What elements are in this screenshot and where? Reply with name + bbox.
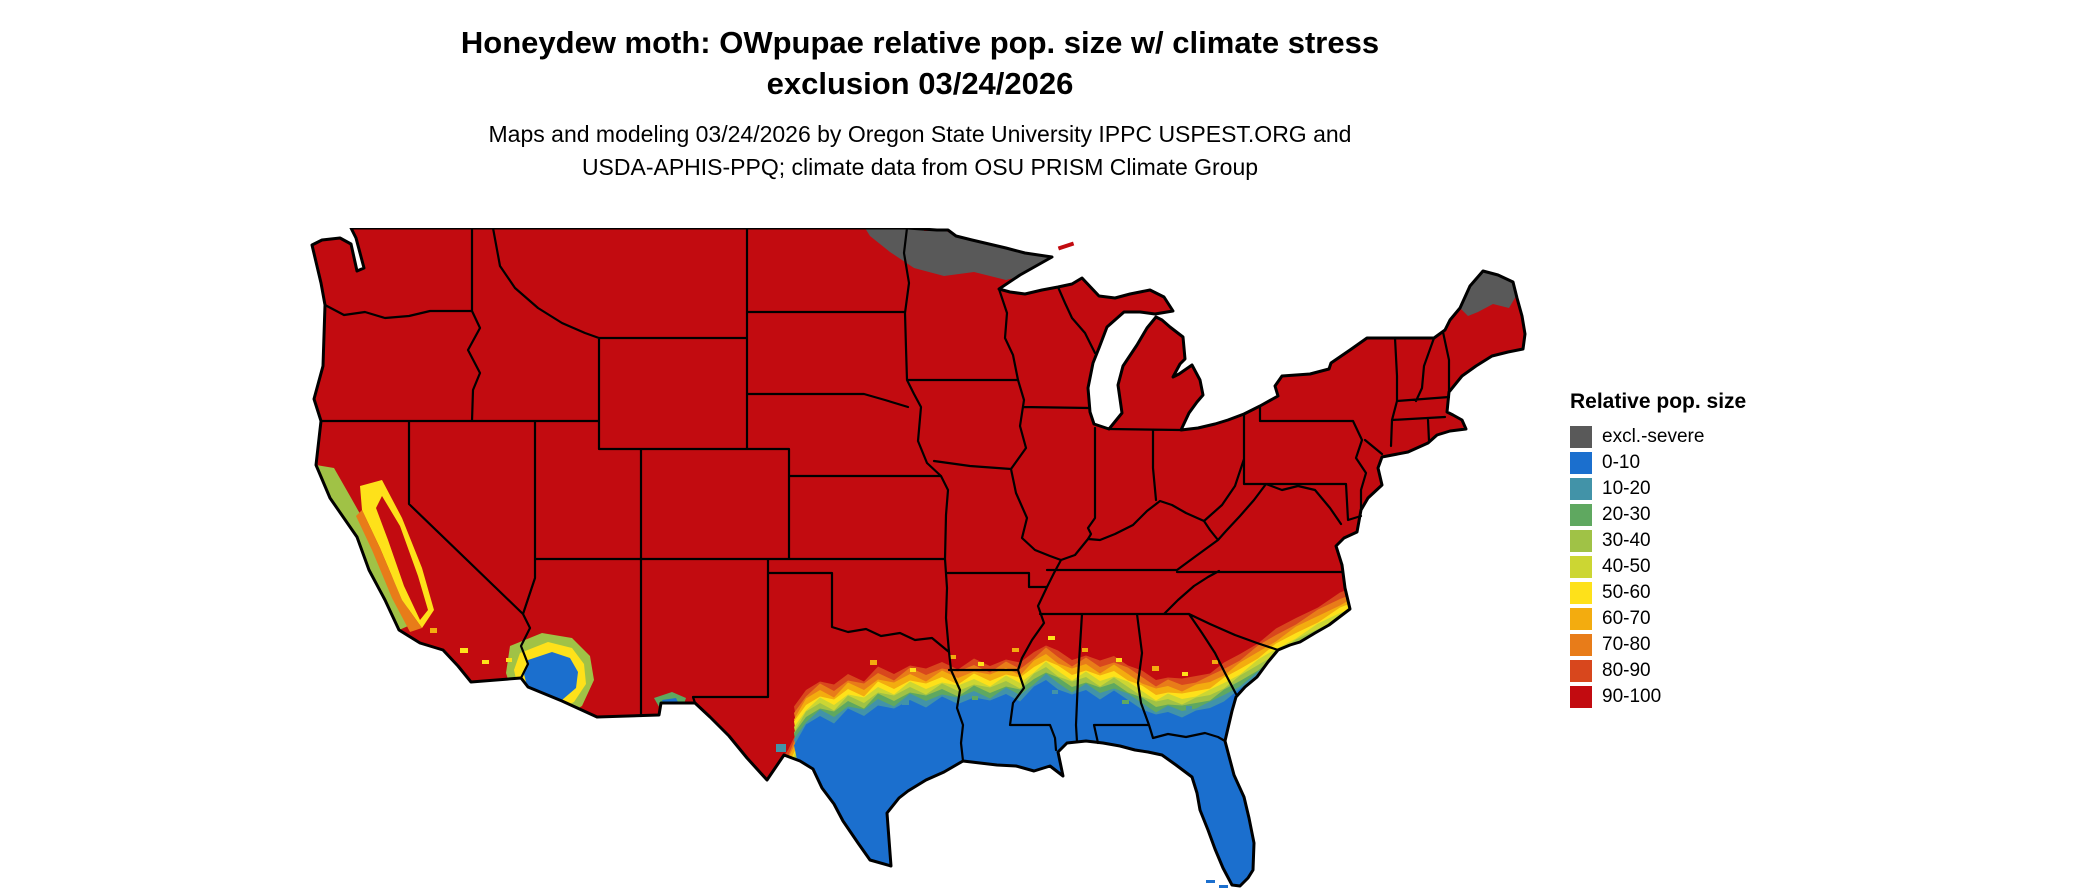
legend-swatch: [1570, 608, 1592, 630]
page-title-line2: exclusion 03/24/2026: [766, 66, 1074, 101]
legend: Relative pop. size excl.-severe 0-10 10-20…: [1570, 390, 1870, 712]
florida-keys: [1219, 885, 1228, 888]
us-map: [310, 226, 1527, 888]
offshore-islands: [1057, 241, 1228, 888]
page-subtitle-line1: Maps and modeling 03/24/2026 by Oregon S…: [488, 121, 1352, 147]
legend-item: 60-70: [1570, 608, 1870, 630]
legend-item: 30-40: [1570, 530, 1870, 552]
legend-label: 0-10: [1602, 452, 1641, 473]
legend-swatch: [1570, 530, 1592, 552]
legend-item: 80-90: [1570, 660, 1870, 682]
page-title: Honeydew moth: OWpupae relative pop. siz…: [0, 22, 1840, 104]
legend-title: Relative pop. size: [1570, 390, 1747, 413]
legend-swatch: [1570, 660, 1592, 682]
legend-label: 80-90: [1602, 660, 1651, 681]
legend-label: 90-100: [1602, 686, 1662, 707]
florida-keys: [1206, 880, 1215, 883]
legend-label: 70-80: [1602, 634, 1651, 655]
legend-swatch: [1570, 504, 1592, 526]
legend-label: 60-70: [1602, 608, 1651, 629]
legend-item: 50-60: [1570, 582, 1870, 604]
state-borders: [319, 226, 1451, 763]
us-outline: [310, 226, 1527, 888]
legend-swatch: [1570, 634, 1592, 656]
page-subtitle: Maps and modeling 03/24/2026 by Oregon S…: [0, 118, 1840, 184]
isle-royale: [1057, 241, 1075, 251]
legend-items: excl.-severe 0-10 10-20 20-30 30-40 40-50 50-6…: [1570, 426, 1870, 708]
legend-item: 20-30: [1570, 504, 1870, 526]
legend-item: 0-10: [1570, 452, 1870, 474]
legend-item: 90-100: [1570, 686, 1870, 708]
legend-swatch: [1570, 452, 1592, 474]
legend-label: 10-20: [1602, 478, 1651, 499]
page-subtitle-line2: USDA-APHIS-PPQ; climate data from OSU PR…: [581, 154, 1259, 180]
legend-swatch: [1570, 686, 1592, 708]
legend-label: excl.-severe: [1602, 426, 1705, 447]
legend-label: 20-30: [1602, 504, 1651, 525]
legend-item: 40-50: [1570, 556, 1870, 578]
legend-item: excl.-severe: [1570, 426, 1870, 448]
legend-swatch: [1570, 582, 1592, 604]
legend-swatch: [1570, 556, 1592, 578]
legend-swatch: [1570, 478, 1592, 500]
excluded-region-minnesota: [865, 228, 1052, 280]
legend-label: 40-50: [1602, 556, 1651, 577]
map-container: [310, 226, 1530, 888]
legend-item: 70-80: [1570, 634, 1870, 656]
legend-label: 30-40: [1602, 530, 1651, 551]
legend-item: 10-20: [1570, 478, 1870, 500]
page-title-line1: Honeydew moth: OWpupae relative pop. siz…: [460, 25, 1380, 60]
legend-swatch: [1570, 426, 1592, 448]
legend-label: 50-60: [1602, 582, 1651, 603]
